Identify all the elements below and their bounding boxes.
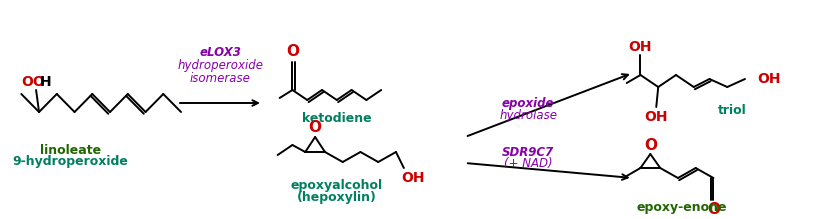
Text: hydrolase: hydrolase: [499, 108, 557, 122]
Text: epoxide: epoxide: [502, 97, 554, 110]
Text: OO: OO: [21, 75, 45, 89]
Text: (+ NAD): (+ NAD): [504, 157, 553, 171]
Text: hydroperoxide: hydroperoxide: [178, 58, 263, 71]
Text: OH: OH: [401, 171, 425, 185]
Text: OH: OH: [645, 110, 668, 124]
Text: 9-hydroperoxide: 9-hydroperoxide: [13, 155, 129, 168]
Text: OH: OH: [628, 40, 652, 54]
Text: SDR9C7: SDR9C7: [502, 145, 554, 159]
Text: linoleate: linoleate: [40, 143, 101, 157]
Text: epoxyalcohol: epoxyalcohol: [291, 178, 383, 191]
Text: epoxy-enone: epoxy-enone: [637, 201, 727, 214]
Text: (hepoxylin): (hepoxylin): [297, 191, 377, 203]
Text: OH: OH: [757, 72, 780, 86]
Text: isomerase: isomerase: [190, 71, 251, 85]
Text: O: O: [644, 138, 657, 152]
Text: O: O: [309, 120, 322, 136]
Text: ketodiene: ketodiene: [302, 111, 372, 124]
Text: O: O: [286, 44, 299, 60]
Text: eLOX3: eLOX3: [200, 46, 241, 58]
Text: H: H: [40, 75, 51, 89]
Text: triol: triol: [718, 104, 747, 117]
Text: O: O: [707, 201, 720, 217]
